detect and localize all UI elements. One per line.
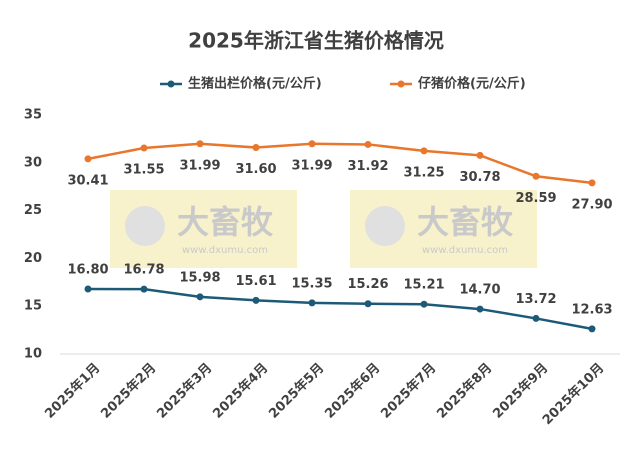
data-label: 31.25: [403, 165, 444, 180]
data-label: 31.92: [347, 159, 388, 174]
data-point: [476, 305, 484, 313]
legend-label: 仔猪价格(元/公斤): [418, 76, 526, 92]
data-label: 13.72: [515, 292, 556, 307]
data-label: 15.35: [291, 276, 332, 291]
watermark-brand: 大畜牧: [417, 203, 514, 241]
data-point: [84, 155, 92, 163]
series-line: [87, 287, 593, 331]
data-point: [588, 179, 596, 187]
data-point: [140, 285, 148, 293]
chart-title: 2025年浙江省生猪价格情况: [188, 29, 444, 53]
data-point: [532, 172, 540, 180]
data-point: [476, 151, 484, 159]
data-point: [196, 140, 204, 148]
data-label: 31.99: [291, 158, 332, 173]
data-point: [420, 300, 428, 308]
watermark-logo: [365, 206, 405, 246]
y-tick-label: 15: [24, 299, 42, 314]
data-point: [364, 140, 372, 148]
data-point: [308, 140, 316, 148]
data-label: 15.98: [179, 270, 220, 285]
data-label: 31.60: [235, 162, 276, 177]
data-label: 15.21: [403, 278, 444, 293]
data-point: [364, 300, 372, 308]
data-label: 16.80: [67, 262, 108, 277]
y-tick-label: 10: [24, 347, 42, 362]
y-tick-label: 20: [24, 251, 42, 266]
data-label: 27.90: [571, 197, 612, 212]
data-label: 31.55: [123, 162, 164, 177]
data-point: [532, 314, 540, 322]
watermark: 大畜牧 www.dxumu.com 大畜牧 www.dxumu.com: [110, 190, 537, 268]
data-label: 15.26: [347, 277, 388, 292]
watermark-url: www.dxumu.com: [422, 245, 508, 256]
watermark-logo: [125, 206, 165, 246]
data-point: [252, 144, 260, 152]
data-label: 30.41: [67, 173, 108, 188]
data-label: 12.63: [571, 302, 612, 317]
y-tick-label: 30: [24, 155, 42, 170]
data-label: 30.78: [459, 170, 500, 185]
data-point: [420, 147, 428, 155]
data-point: [588, 325, 596, 333]
data-point: [84, 285, 92, 293]
watermark-brand: 大畜牧: [177, 203, 274, 241]
y-tick-label: 35: [24, 108, 42, 123]
data-point: [252, 296, 260, 304]
data-point: [308, 299, 316, 307]
data-label: 15.61: [235, 274, 276, 289]
series-line: [87, 142, 593, 185]
legend-marker: [167, 80, 175, 88]
watermark-url: www.dxumu.com: [182, 245, 268, 256]
y-tick-label: 25: [24, 203, 42, 218]
data-label: 16.78: [123, 263, 164, 278]
data-point: [140, 144, 148, 152]
data-label: 31.99: [179, 158, 220, 173]
data-label: 28.59: [515, 191, 556, 206]
legend-marker: [397, 80, 405, 88]
legend-label: 生猪出栏价格(元/公斤): [188, 76, 322, 92]
data-label: 14.70: [459, 283, 500, 298]
data-point: [196, 293, 204, 301]
